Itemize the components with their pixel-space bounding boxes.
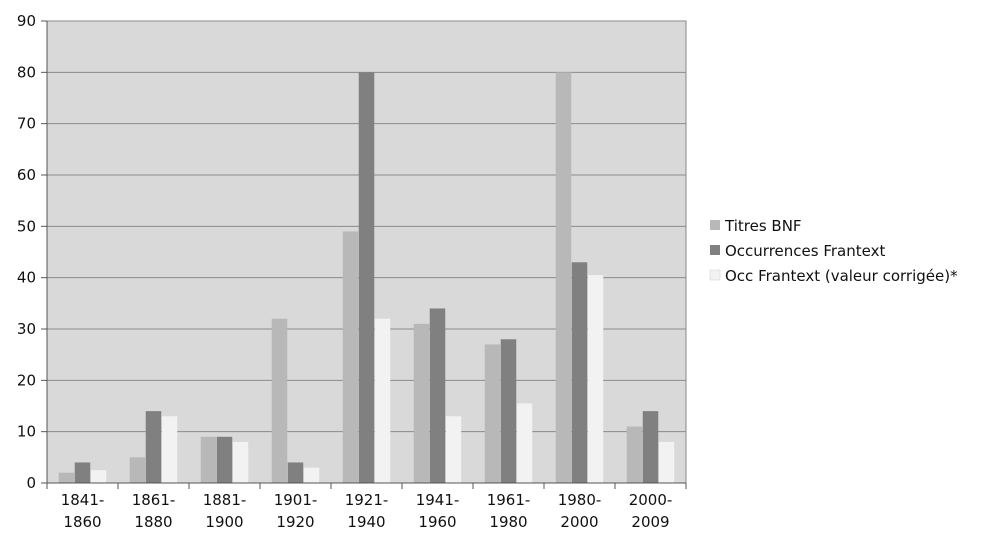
y-tick-label: 30: [17, 320, 36, 338]
x-tick-label: 1861-1880: [132, 491, 176, 531]
legend-swatch: [710, 245, 720, 255]
y-axis-ticks: 0 10 20 30 40 50 60 70 80 90: [17, 12, 47, 492]
bar: [500, 339, 517, 483]
bar: [287, 462, 304, 483]
bar: [658, 441, 675, 483]
x-axis-ticks: 1841-1860 1861-1880 1881-1900 1901-1920 1921…: [46, 483, 687, 531]
bar: [484, 344, 501, 483]
axes: [46, 21, 686, 484]
x-tick-label: 2000-2009: [629, 491, 673, 531]
x-tick-label: 1941-1960: [416, 491, 460, 531]
x-tick-label: 1980-2000: [558, 491, 602, 531]
legend-label: Occ Frantext (valeur corrigée)*: [725, 267, 958, 285]
bar: [342, 231, 359, 483]
y-tick-label: 40: [17, 269, 36, 287]
legend: Titres BNF Occurrences Frantext Occ Frante…: [709, 217, 958, 285]
bar: [90, 470, 107, 483]
bar: [232, 441, 249, 483]
bar: [587, 275, 604, 483]
y-tick-label: 50: [17, 217, 36, 235]
bar: [161, 416, 178, 483]
bar: [642, 411, 659, 483]
bar: [58, 472, 75, 483]
y-tick-label: 90: [17, 12, 36, 30]
x-tick-label: 1901-1920: [274, 491, 318, 531]
bar: [216, 436, 233, 483]
bar: [303, 467, 320, 483]
x-tick-label: 1921-1940: [345, 491, 389, 531]
bar: [555, 72, 572, 483]
y-tick-label: 10: [17, 423, 36, 441]
x-tick-label: 1881-1900: [203, 491, 247, 531]
y-tick-label: 0: [26, 474, 36, 492]
bar: [571, 262, 588, 483]
bars: [58, 72, 675, 483]
bar: [358, 72, 375, 483]
bar: [74, 462, 91, 483]
bar: [445, 416, 462, 483]
y-tick-label: 70: [17, 115, 36, 133]
bar: [429, 308, 446, 483]
bar: [374, 318, 391, 483]
y-tick-label: 60: [17, 166, 36, 184]
y-tick-label: 80: [17, 63, 36, 81]
x-tick-label: 1961-1980: [487, 491, 531, 531]
legend-label: Titres BNF: [724, 217, 802, 235]
legend-swatch: [710, 220, 720, 230]
y-tick-label: 20: [17, 371, 36, 389]
bar: [200, 436, 217, 483]
legend-swatch: [709, 269, 721, 281]
x-tick-label: 1841-1860: [61, 491, 105, 531]
bar: [129, 457, 146, 483]
bar: [626, 426, 643, 483]
bar: [271, 318, 288, 483]
bar: [145, 411, 162, 483]
legend-label: Occurrences Frantext: [725, 242, 885, 260]
bar: [516, 403, 533, 483]
bar: [413, 323, 430, 483]
